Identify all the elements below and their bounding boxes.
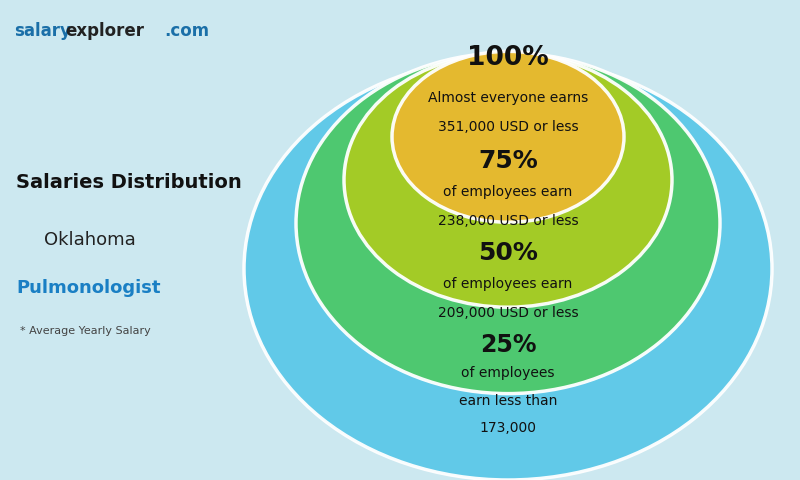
Text: 100%: 100% — [467, 45, 549, 71]
Text: Oklahoma: Oklahoma — [44, 231, 136, 249]
Text: Pulmonologist: Pulmonologist — [16, 279, 161, 297]
Ellipse shape — [244, 58, 772, 480]
Text: earn less than: earn less than — [459, 394, 557, 408]
Text: Salaries Distribution: Salaries Distribution — [16, 173, 242, 192]
Text: of employees: of employees — [462, 366, 554, 381]
Ellipse shape — [392, 51, 624, 222]
Text: Almost everyone earns: Almost everyone earns — [428, 91, 588, 106]
Text: 25%: 25% — [480, 333, 536, 357]
Text: 75%: 75% — [478, 149, 538, 173]
Text: * Average Yearly Salary: * Average Yearly Salary — [20, 326, 150, 336]
Text: 351,000 USD or less: 351,000 USD or less — [438, 120, 578, 134]
Text: salary: salary — [14, 22, 71, 40]
Text: 173,000: 173,000 — [479, 421, 537, 435]
Text: 238,000 USD or less: 238,000 USD or less — [438, 214, 578, 228]
Text: .com: .com — [164, 22, 209, 40]
Text: explorer: explorer — [66, 22, 145, 40]
Text: 209,000 USD or less: 209,000 USD or less — [438, 306, 578, 320]
Text: of employees earn: of employees earn — [443, 277, 573, 291]
Text: 50%: 50% — [478, 241, 538, 265]
Ellipse shape — [344, 53, 672, 307]
Text: of employees earn: of employees earn — [443, 185, 573, 199]
Ellipse shape — [296, 53, 720, 394]
